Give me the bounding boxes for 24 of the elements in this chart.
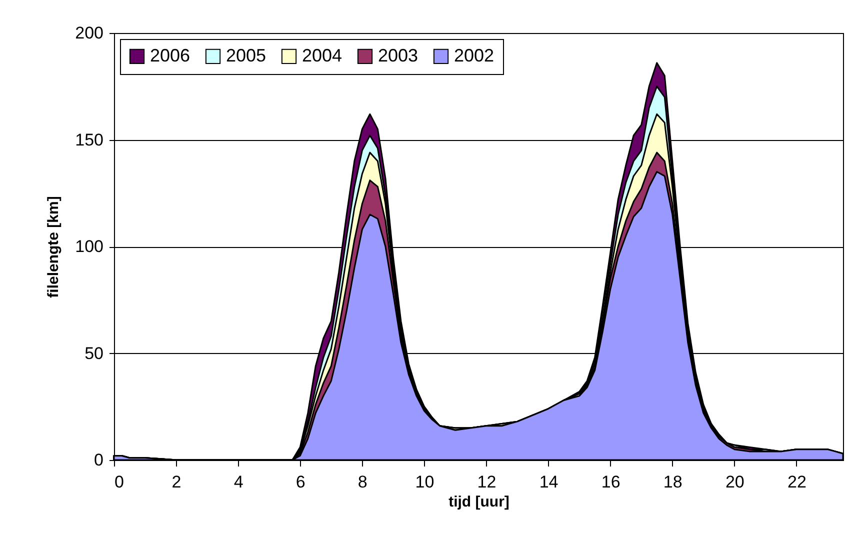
y-tick-label: 200 [75,24,104,42]
legend-label: 2004 [302,45,342,66]
x-tick-label: 2 [172,472,182,492]
x-tick-label: 16 [601,472,620,492]
x-tick-label: 6 [296,472,306,492]
x-tick-label: 12 [477,472,496,492]
x-axis-title: tijd [uur] [448,494,510,510]
y-tick-label: 150 [75,130,104,150]
x-tick-label: 14 [539,472,558,492]
legend-label: 2005 [226,45,266,66]
x-tick-label: 18 [663,472,682,492]
y-tick-label: 0 [94,450,104,470]
x-tick-label: 0 [114,472,124,492]
x-tick-label: 20 [725,472,744,492]
legend-label: 2002 [454,45,494,66]
y-tick-label: 100 [75,237,104,256]
x-tick-label: 8 [358,472,368,492]
y-axis-title: filelengte [km] [45,196,62,298]
x-tick-label: 4 [234,472,244,492]
x-tick-label: 22 [788,472,806,492]
legend-label: 2003 [378,45,418,66]
legend-label: 2006 [150,45,190,66]
x-tick-label: 10 [415,472,434,492]
y-tick-label: 50 [84,344,104,363]
